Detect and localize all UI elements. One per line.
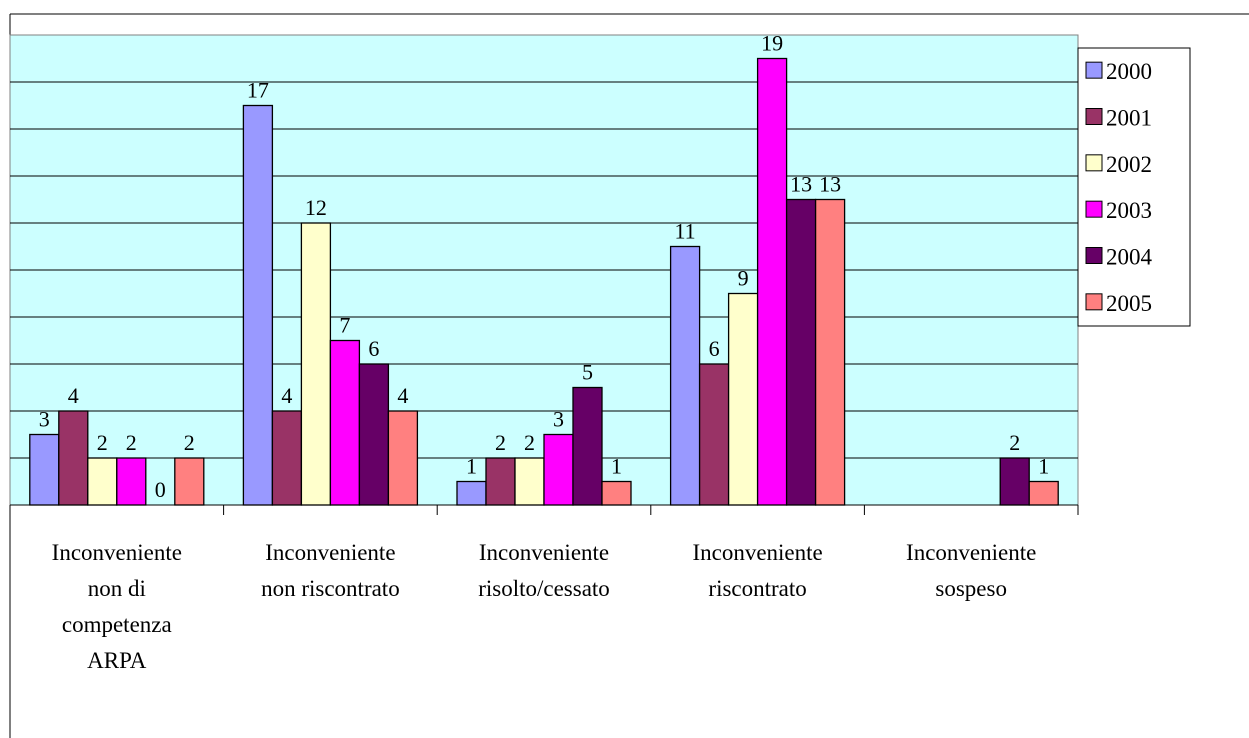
- data-label: 6: [709, 336, 720, 361]
- data-label: 13: [790, 172, 812, 197]
- legend-label: 2004: [1106, 245, 1153, 270]
- bar-2002-1: [87, 457, 118, 506]
- legend-swatch: [1085, 247, 1103, 264]
- x-tick-label: non di: [88, 576, 146, 601]
- data-label: 19: [761, 31, 783, 56]
- bar-2003-2: [329, 339, 361, 506]
- data-label: 12: [305, 195, 327, 220]
- data-label: 0: [155, 477, 166, 502]
- data-label: 5: [582, 360, 593, 385]
- x-tick-label: sospeso: [935, 576, 1007, 601]
- bar-2003-4: [756, 57, 788, 506]
- data-label: 4: [68, 383, 79, 408]
- bar-2000-3: [456, 480, 487, 506]
- data-label: 2: [1009, 430, 1020, 455]
- x-tick-label: Inconveniente: [265, 540, 395, 565]
- bar-2003-1: [116, 457, 147, 506]
- legend-swatch: [1085, 61, 1103, 79]
- data-label: 4: [281, 383, 292, 408]
- data-label: 2: [126, 430, 137, 455]
- legend-label: 2001: [1106, 106, 1152, 131]
- bar-2000-1: [29, 433, 60, 506]
- bar-2005-3: [601, 480, 632, 506]
- legend-swatch: [1085, 108, 1103, 125]
- bar-2001-4: [698, 363, 730, 506]
- data-label: 11: [675, 219, 696, 244]
- data-label: 9: [738, 266, 749, 291]
- bar-2004-5: [999, 457, 1030, 506]
- data-label: 2: [524, 430, 535, 455]
- x-tick-label: Inconveniente: [692, 540, 822, 565]
- data-label: 13: [819, 172, 841, 197]
- x-tick-label: Inconveniente: [906, 540, 1036, 565]
- legend-swatch: [1085, 154, 1103, 172]
- bar-2004-3: [572, 386, 603, 506]
- data-label: 2: [184, 430, 195, 455]
- x-tick-label: ARPA: [87, 648, 147, 673]
- x-tick-labels: Inconveniente non di competenza ARPA Inconve…: [52, 540, 1037, 673]
- bar-2000-2: [242, 104, 274, 506]
- gridlines: [10, 81, 1078, 459]
- bar-2002-3: [514, 457, 545, 506]
- bar-2005-1: [174, 457, 205, 506]
- legend-swatch: [1085, 293, 1103, 311]
- bar-2003-3: [543, 433, 574, 506]
- data-label: 2: [97, 430, 108, 455]
- data-label: 1: [466, 454, 477, 479]
- bars: [29, 57, 1059, 506]
- data-label: 17: [247, 78, 269, 103]
- data-label: 7: [339, 313, 350, 338]
- bar-2004-2: [358, 363, 390, 506]
- data-label: 1: [611, 454, 622, 479]
- bar-2004-4: [785, 198, 817, 506]
- bar-2001-3: [485, 457, 516, 506]
- bar-2005-2: [387, 410, 419, 506]
- data-label: 6: [368, 336, 379, 361]
- legend: 2000 2001 2002 2003 2004 2005: [1077, 47, 1191, 327]
- legend-swatch: [1085, 200, 1103, 218]
- data-label: 3: [39, 407, 50, 432]
- x-axis: [9, 504, 1079, 515]
- x-tick-label: competenza: [62, 612, 172, 637]
- data-label: 4: [397, 383, 408, 408]
- x-tick-label: riscontrato: [708, 576, 806, 601]
- legend-label: 2000: [1106, 59, 1152, 84]
- legend-label: 2003: [1106, 198, 1152, 223]
- legend-label: 2005: [1106, 291, 1152, 316]
- bar-2002-4: [727, 292, 759, 506]
- x-tick-label: risolto/cessato: [478, 576, 610, 601]
- x-tick-label: Inconveniente: [52, 540, 182, 565]
- x-tick-label: non riscontrato: [261, 576, 400, 601]
- bar-2001-2: [271, 410, 303, 506]
- legend-label: 2002: [1106, 152, 1152, 177]
- legend-box: [1077, 47, 1191, 327]
- bar-2001-1: [58, 410, 89, 506]
- bar-2005-4: [814, 198, 846, 506]
- bar-2002-2: [300, 222, 332, 506]
- x-tick-label: Inconveniente: [479, 540, 609, 565]
- data-label: 3: [553, 407, 564, 432]
- bar-2005-5: [1028, 480, 1059, 506]
- data-label: 1: [1038, 454, 1049, 479]
- data-label: 2: [495, 430, 506, 455]
- bar-2000-4: [669, 245, 701, 506]
